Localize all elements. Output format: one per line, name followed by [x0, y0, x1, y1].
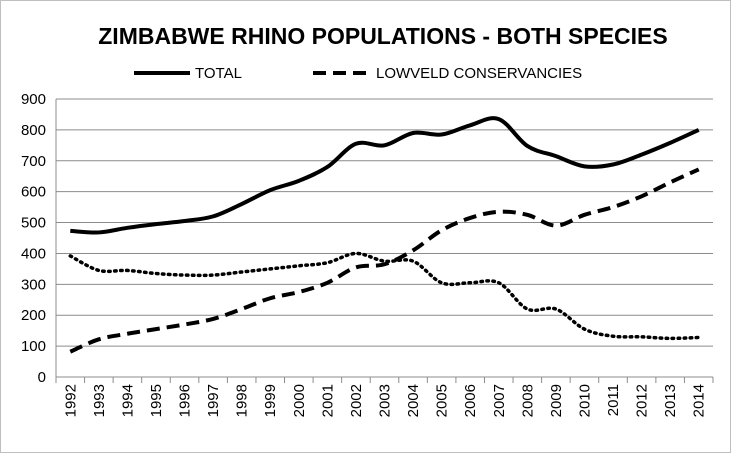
y-tick-label: 0 — [38, 369, 46, 386]
y-tick-label: 400 — [21, 245, 46, 262]
y-tick-label: 300 — [21, 276, 46, 293]
x-tick-label: 2003 — [377, 384, 394, 417]
x-tick-label: 1994 — [119, 384, 136, 417]
x-tick-label: 2010 — [576, 384, 593, 417]
x-tick-label: 2000 — [291, 384, 308, 417]
series-line-total — [70, 116, 700, 235]
x-tick-label: 2013 — [662, 384, 679, 417]
x-tick-label: 1993 — [91, 384, 108, 417]
y-tick-label: 800 — [21, 122, 46, 139]
y-axis-ticks: 0 100 200 300 400 500 600 700 800 900 — [21, 91, 46, 386]
y-tick-label: 200 — [21, 307, 46, 324]
x-tick-label: 2008 — [519, 384, 536, 417]
x-tick-label: 1998 — [234, 384, 251, 417]
legend-label-lowveld: LOWVELD CONSERVANCIES — [376, 65, 582, 82]
legend: TOTAL LOWVELD CONSERVANCIES — [134, 65, 582, 82]
x-axis-ticks: 1992 1993 1994 1995 1996 1997 1998 1999 2000 2001… — [62, 384, 707, 417]
x-tick-label: 2007 — [491, 384, 508, 417]
x-tick-label: 1992 — [62, 384, 79, 417]
x-tick-label: 2011 — [605, 384, 622, 416]
y-tick-label: 500 — [21, 215, 46, 232]
gridlines — [56, 98, 713, 347]
chart-title: ZIMBABWE RHINO POPULATIONS - BOTH SPECIE… — [98, 23, 667, 49]
x-tick-label: 2006 — [462, 384, 479, 417]
x-tick-label: 2002 — [348, 384, 365, 417]
x-tick-label: 2012 — [634, 384, 651, 417]
x-tick-label: 1999 — [262, 384, 279, 417]
series-lines — [68, 116, 701, 354]
y-tick-label: 100 — [21, 338, 46, 355]
x-tick-label: 2004 — [405, 384, 422, 417]
series-line-dotted — [68, 251, 701, 341]
legend-label-total: TOTAL — [195, 65, 242, 82]
x-tick-label: 1996 — [177, 384, 194, 417]
y-tick-label: 700 — [21, 153, 46, 170]
x-tick-label: 2001 — [319, 384, 336, 417]
y-tick-label: 600 — [21, 184, 46, 201]
x-tick-label: 2005 — [434, 384, 451, 417]
x-tick-label: 1995 — [148, 384, 165, 417]
x-tick-label: 1997 — [205, 384, 222, 417]
y-tick-label: 900 — [21, 91, 46, 108]
x-tick-label: 2009 — [548, 384, 565, 417]
series-line-lowveld — [69, 167, 700, 354]
axes — [55, 99, 714, 383]
x-tick-label: 2014 — [691, 384, 708, 417]
